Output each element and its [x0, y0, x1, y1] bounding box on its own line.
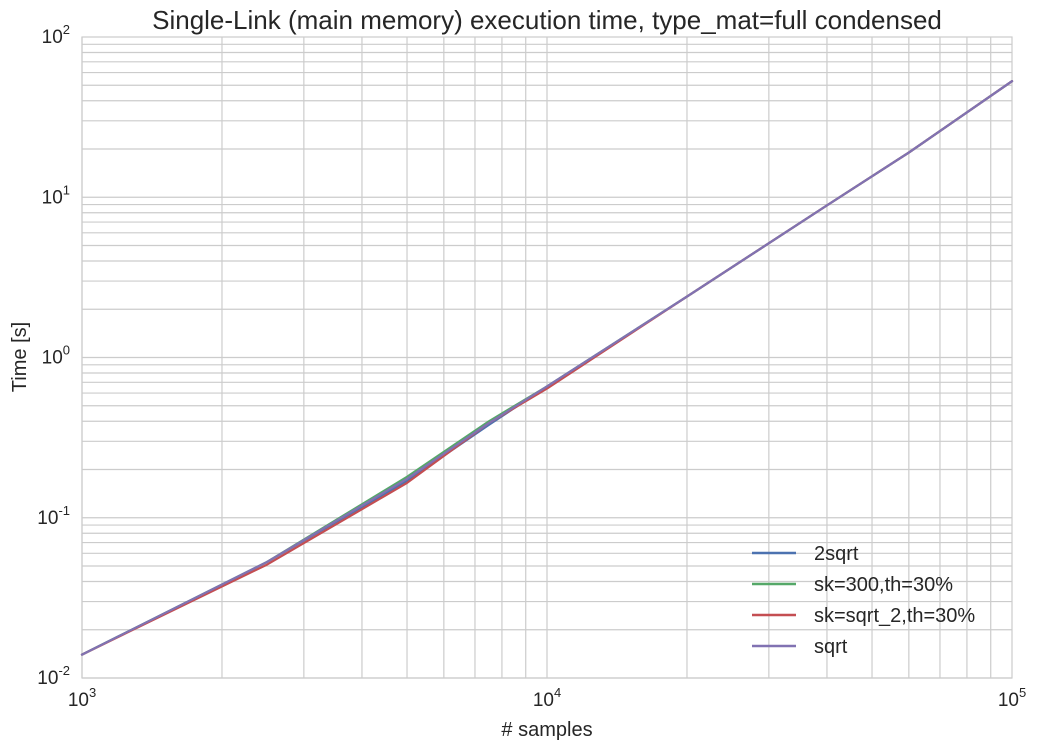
series-layer	[80, 80, 1014, 656]
plot-frame	[81, 36, 1013, 679]
y-axis-label: Time [s]	[9, 322, 31, 392]
x-tick-label: 104	[533, 685, 561, 711]
legend-label: sqrt	[814, 636, 848, 658]
legend: 2sqrt sk=300,th=30% sk=sqrt_2,th=30%sqrt	[752, 543, 975, 658]
y-tick-label: 10-2	[37, 663, 70, 689]
tick-labels: 103 104 105 10-2 10-1 100 101 102	[37, 22, 1026, 711]
y-tick-label: 101	[42, 182, 70, 208]
legend-label: sk=300,th=30%	[814, 574, 953, 596]
y-tick-label: 100	[42, 343, 70, 369]
y-tick-label: 10-1	[37, 503, 70, 529]
legend-label: 2sqrt	[814, 543, 859, 565]
grid-layer	[81, 37, 1012, 679]
series-line-3	[80, 80, 1014, 656]
x-axis-label: # samples	[501, 719, 592, 741]
x-tick-label: 105	[998, 685, 1026, 711]
chart-title: Single-Link (main memory) execution time…	[152, 5, 942, 35]
x-tick-label: 103	[68, 685, 96, 711]
legend-label: sk=sqrt_2,th=30%	[814, 605, 975, 627]
y-tick-label: 102	[42, 22, 70, 48]
